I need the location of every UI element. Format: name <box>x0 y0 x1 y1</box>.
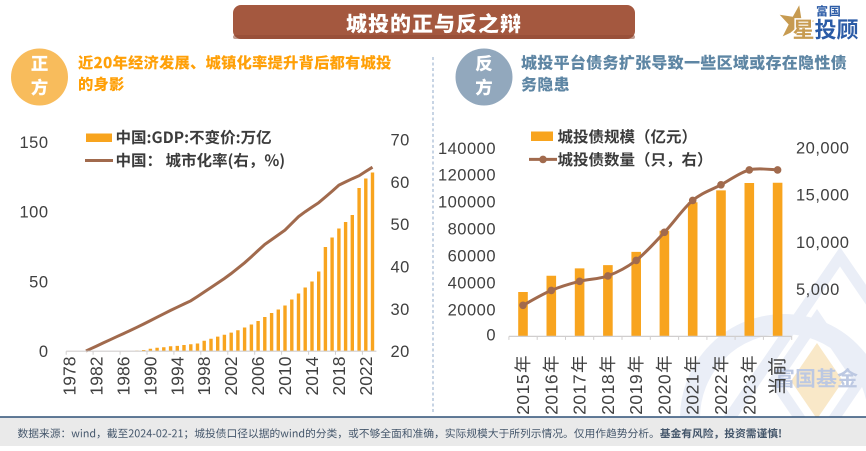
svg-text:1978: 1978 <box>60 357 80 396</box>
svg-text:2015: 2015 <box>513 374 533 415</box>
svg-text:120000: 120000 <box>438 167 496 185</box>
svg-text:100: 100 <box>19 204 48 222</box>
svg-text:1994: 1994 <box>167 356 187 395</box>
svg-text:1998: 1998 <box>194 357 214 396</box>
svg-text:0: 0 <box>486 326 496 344</box>
svg-text:100000: 100000 <box>438 194 496 212</box>
svg-text:2021: 2021 <box>683 374 703 415</box>
svg-text:30: 30 <box>391 301 410 319</box>
svg-text:2019: 2019 <box>626 374 646 415</box>
svg-text:2010: 2010 <box>275 356 295 395</box>
svg-text:15,000: 15,000 <box>796 187 849 205</box>
svg-text:40000: 40000 <box>448 274 496 292</box>
svg-text:5,000: 5,000 <box>796 281 840 299</box>
svg-text:40: 40 <box>391 259 410 277</box>
svg-text:1986: 1986 <box>114 357 134 396</box>
svg-text:150: 150 <box>19 134 48 152</box>
svg-text:80000: 80000 <box>448 221 496 239</box>
svg-text:2022: 2022 <box>711 374 731 415</box>
svg-text:60: 60 <box>391 174 410 192</box>
svg-text:70: 70 <box>391 132 410 150</box>
svg-text:2020: 2020 <box>654 374 674 415</box>
svg-text:2018: 2018 <box>329 357 349 396</box>
svg-text:140000: 140000 <box>438 140 496 158</box>
svg-text:2018: 2018 <box>598 374 618 415</box>
svg-text:2023: 2023 <box>739 374 759 415</box>
svg-text:20: 20 <box>391 343 410 361</box>
svg-text:2017: 2017 <box>570 374 590 415</box>
svg-text:2002: 2002 <box>221 357 241 396</box>
svg-text:60000: 60000 <box>448 248 496 266</box>
svg-text:0: 0 <box>39 343 49 361</box>
svg-text:10,000: 10,000 <box>796 234 849 252</box>
svg-text:50: 50 <box>391 216 410 234</box>
svg-text:2016: 2016 <box>541 374 561 415</box>
svg-text:2022: 2022 <box>356 357 376 396</box>
svg-text:2014: 2014 <box>302 356 322 395</box>
svg-text:20,000: 20,000 <box>796 140 849 158</box>
svg-text:2006: 2006 <box>248 357 268 396</box>
svg-text:1990: 1990 <box>140 356 160 395</box>
svg-text:50: 50 <box>29 273 48 291</box>
svg-text:20000: 20000 <box>448 301 496 319</box>
svg-text:1982: 1982 <box>87 357 107 396</box>
